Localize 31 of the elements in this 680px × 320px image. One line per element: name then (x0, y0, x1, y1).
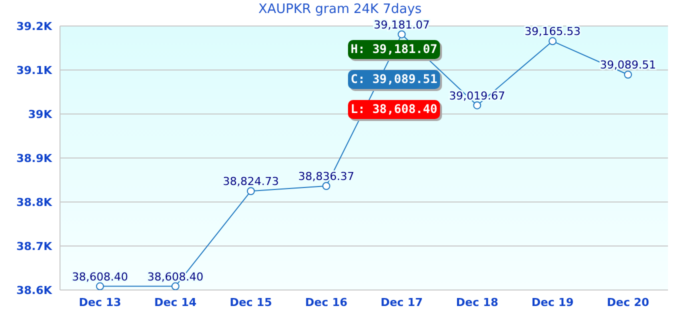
y-tick-label: 38.7K (16, 240, 52, 253)
annotation: L: 38,608.40 (348, 100, 440, 119)
annotation: C: 39,089.51 (348, 70, 440, 89)
x-tick-label: Dec 20 (606, 296, 650, 309)
data-label: 39,165.53 (524, 25, 581, 38)
y-tick-label: 38.9K (16, 152, 52, 165)
x-tick-label: Dec 14 (154, 296, 197, 309)
x-tick-label: Dec 13 (78, 296, 122, 309)
y-tick-label: 38.8K (16, 196, 52, 209)
data-label: 38,608.40 (72, 270, 128, 284)
x-tick-label: Dec 15 (230, 296, 272, 309)
y-tick-label: 39.2K (16, 20, 52, 33)
point (473, 101, 482, 110)
data-label: 38,824.73 (222, 175, 279, 188)
x-tick-label: Dec 16 (305, 296, 348, 309)
point (96, 282, 104, 290)
y-tick-label: 38.6K (16, 284, 52, 297)
x-tick-label: Dec 19 (531, 296, 574, 309)
point (322, 182, 330, 190)
point (398, 30, 406, 38)
annotation: H: 39,181.07 (348, 40, 440, 59)
x-tick-label: Dec 18 (456, 296, 498, 309)
chart-title: XAUPKR gram 24K 7days (257, 2, 423, 17)
point (246, 187, 255, 196)
point (548, 37, 557, 46)
y-tick-label: 39.1K (16, 64, 52, 77)
y-tick-label: 39K (28, 108, 52, 121)
x-tick-label: Dec 17 (380, 296, 423, 309)
data-label: 39,181.07 (374, 18, 430, 32)
point (624, 70, 632, 79)
point (171, 282, 180, 290)
